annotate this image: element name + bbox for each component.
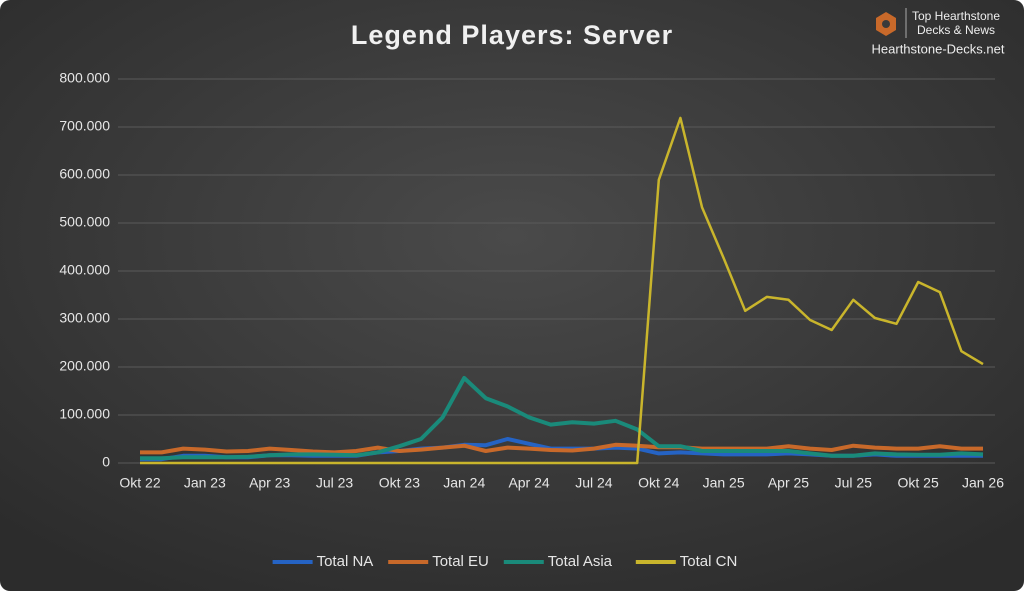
logo-site: Hearthstone-Decks.net	[872, 41, 1005, 56]
y-tick-label: 100.000	[59, 406, 110, 422]
x-tick-label: Jan 23	[184, 475, 226, 491]
legend-label: Total Asia	[548, 553, 613, 570]
y-tick-label: 500.000	[59, 214, 110, 230]
x-tick-label: Jul 25	[835, 475, 873, 491]
y-tick-label: 600.000	[59, 166, 110, 182]
y-tick-label: 800.000	[59, 70, 110, 86]
x-tick-label: Okt 25	[898, 475, 939, 491]
x-tick-label: Okt 23	[379, 475, 420, 491]
x-tick-label: Jan 25	[703, 475, 745, 491]
x-tick-label: Okt 22	[119, 475, 160, 491]
y-tick-label: 0	[102, 454, 110, 470]
legend-label: Total CN	[680, 553, 738, 570]
series-line	[140, 116, 984, 465]
series-line	[140, 376, 984, 461]
y-tick-label: 400.000	[59, 262, 110, 278]
y-tick-label: 700.000	[59, 118, 110, 134]
x-tick-label: Jul 23	[316, 475, 354, 491]
x-tick-label: Jan 24	[443, 475, 485, 491]
legend-label: Total EU	[432, 553, 489, 570]
x-tick-label: Apr 25	[768, 475, 809, 491]
logo-icon-hole	[882, 20, 890, 28]
legend-label: Total NA	[317, 553, 374, 570]
x-tick-label: Apr 23	[249, 475, 290, 491]
chart-title: Legend Players: Server	[351, 20, 673, 50]
x-tick-label: Jan 26	[962, 475, 1004, 491]
y-tick-label: 200.000	[59, 358, 110, 374]
x-tick-label: Okt 24	[638, 475, 679, 491]
x-tick-label: Jul 24	[575, 475, 613, 491]
logo: Top Hearthstone Decks & News Hearthstone…	[872, 8, 1005, 56]
y-tick-label: 300.000	[59, 310, 110, 326]
series-line	[140, 442, 983, 455]
logo-text: Top Hearthstone	[912, 9, 1000, 23]
logo-text: Decks & News	[917, 23, 995, 37]
x-tick-label: Apr 24	[508, 475, 549, 491]
